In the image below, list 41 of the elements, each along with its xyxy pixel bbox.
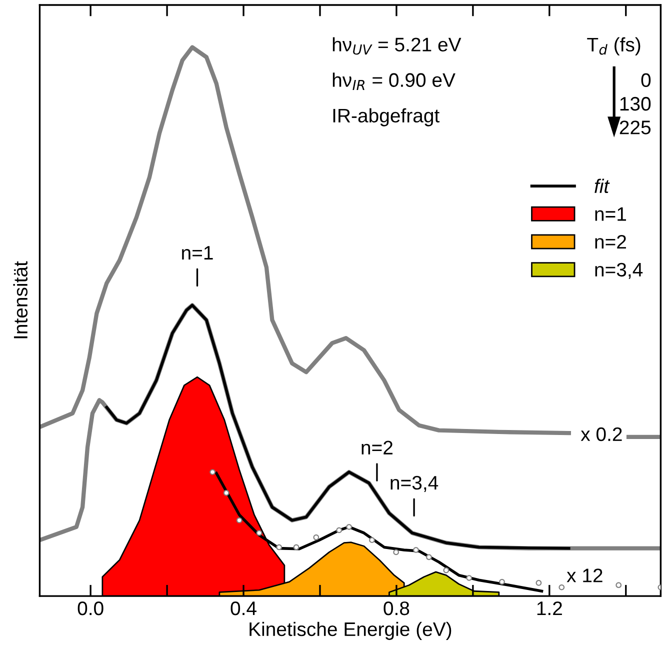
point: [558, 584, 565, 590]
legend-label: n=1: [595, 207, 626, 221]
annotation: n=1: [182, 246, 213, 260]
point: [443, 567, 450, 574]
annotation: n=2: [362, 440, 392, 454]
x-tick-label: 0.4: [230, 601, 256, 616]
annotation: IR-abgefragt: [333, 108, 440, 126]
annotation: x 0.2: [580, 427, 622, 442]
point: [536, 580, 542, 586]
point: [256, 530, 262, 536]
point: [426, 554, 432, 560]
legend-label: fit: [594, 178, 610, 194]
point: [616, 582, 622, 588]
point: [369, 537, 375, 544]
point: [276, 544, 282, 550]
legend-label: n=2: [595, 234, 626, 249]
annotation: 0: [641, 73, 651, 88]
y-axis-title: Intensität: [13, 261, 28, 338]
point: [210, 469, 216, 475]
x-tick-label: 0.0: [78, 601, 104, 616]
point: [466, 575, 472, 581]
annotation: 130: [620, 96, 651, 111]
annotation: hν$_{UV}$ = 5.21 eV: [332, 37, 462, 55]
point: [413, 547, 419, 553]
point: [336, 527, 342, 534]
point: [346, 524, 352, 530]
x-axis-title: Kinetische Energie (eV): [250, 622, 452, 640]
legend-label: n=3,4: [595, 262, 643, 279]
x-tick-label: 1.2: [537, 601, 562, 616]
annotation: n=3,4: [390, 476, 438, 492]
point: [313, 534, 320, 540]
point: [223, 490, 230, 496]
annotation: 225: [620, 120, 651, 134]
point: [293, 544, 300, 550]
annotation: T$_{d}$ (fs): [587, 37, 640, 56]
point: [236, 517, 242, 524]
point: [393, 549, 400, 556]
x-tick-label: 0.8: [384, 601, 410, 616]
annotation: x 12: [566, 568, 602, 582]
point: [499, 578, 505, 585]
annotation: hν$_{IR}$ = 0.90 eV: [332, 72, 456, 90]
